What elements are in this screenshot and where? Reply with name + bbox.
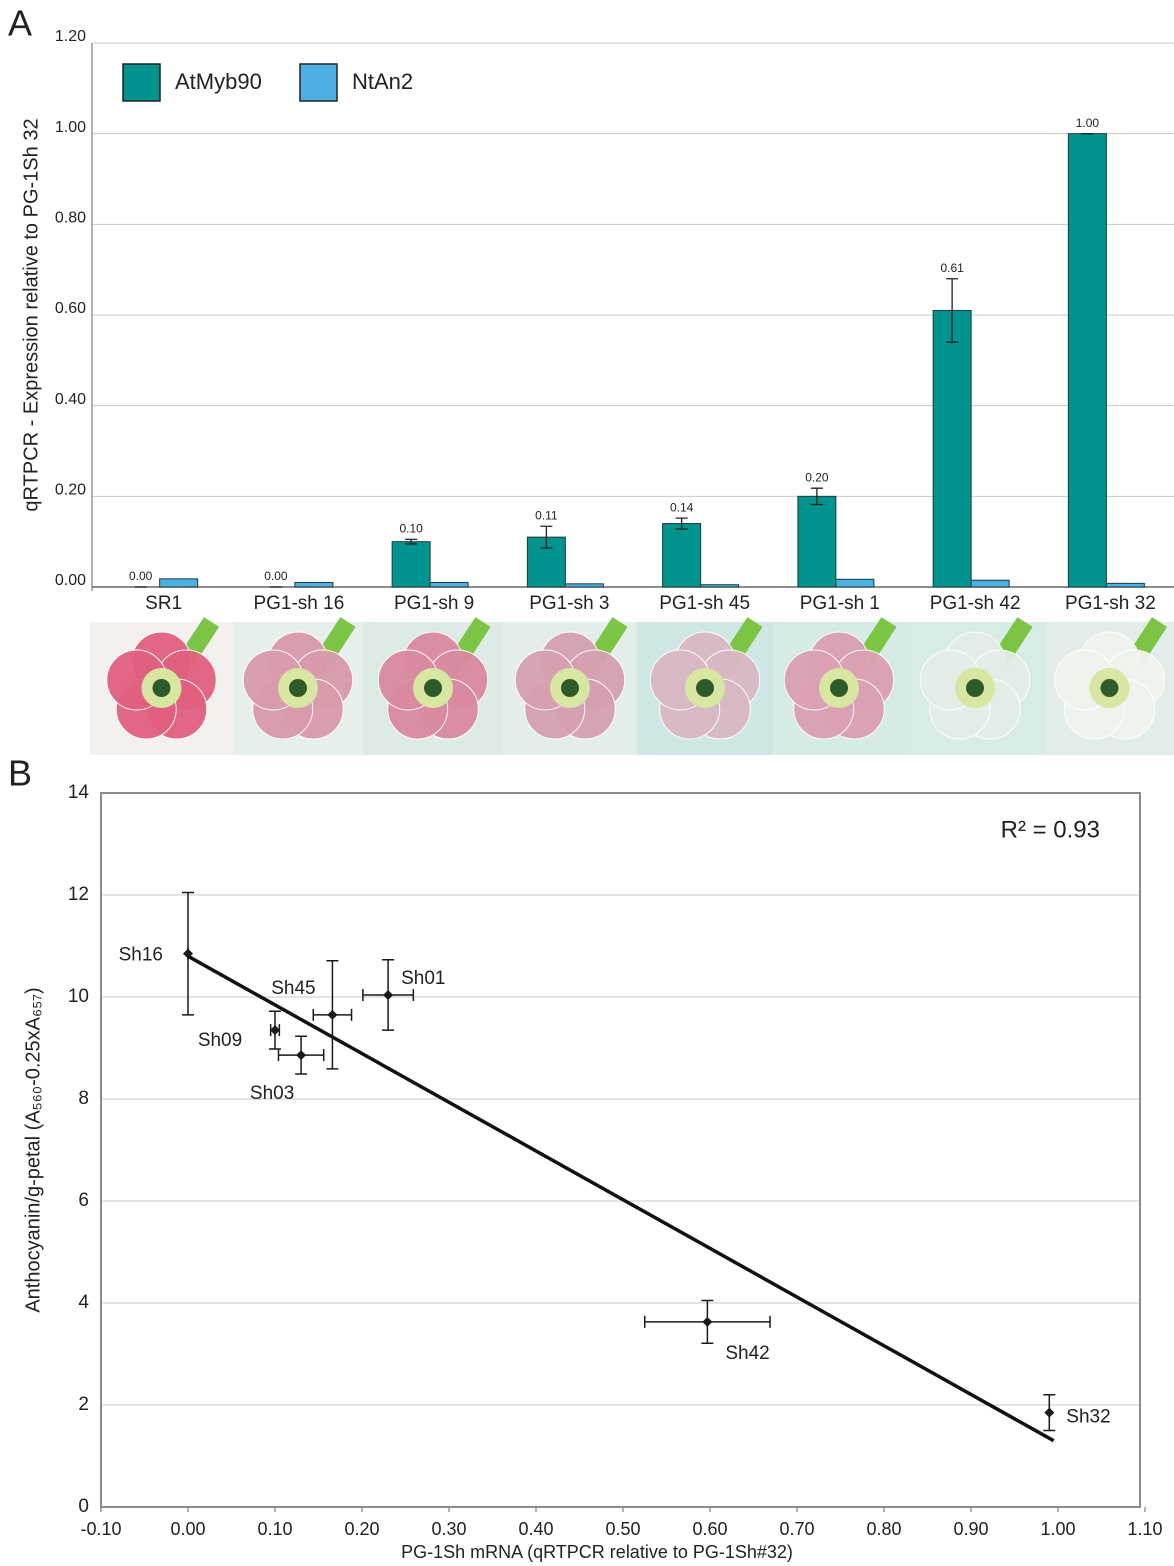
x-tick-label: 0.40 — [518, 1519, 553, 1539]
x-tick-label: 0.50 — [605, 1519, 640, 1539]
x-tick-label: 0.10 — [257, 1519, 292, 1539]
x-tick-label: 0.90 — [953, 1519, 988, 1539]
flower-eye — [830, 679, 848, 697]
point-label: Sh32 — [1066, 1407, 1110, 1428]
x-tick-label: PG1-sh 9 — [394, 593, 474, 614]
page: A B 0.00 0.20 0.40 0.60 0.80 1.00 1.20 qRTPCR -… — [0, 0, 1174, 1566]
x-tick-label: PG1-sh 1 — [800, 593, 880, 614]
trend-line — [188, 956, 1054, 1440]
point — [702, 1317, 712, 1327]
y-tick-label: 12 — [68, 884, 89, 905]
flower-eye — [561, 679, 579, 697]
x-axis-title: PG-1Sh mRNA (qRTPCR relative to PG-1Sh#3… — [401, 1542, 793, 1562]
flower-eye — [1101, 679, 1119, 697]
x-tick-label: 1.00 — [1040, 1519, 1075, 1539]
bar — [798, 496, 836, 587]
x-tick-label: 0.30 — [431, 1519, 466, 1539]
value-label: 0.10 — [399, 522, 423, 536]
x-tick-label: PG1-sh 32 — [1065, 593, 1156, 614]
y-tick-label: 0.80 — [55, 210, 86, 227]
figure: A B 0.00 0.20 0.40 0.60 0.80 1.00 1.20 qRTPCR -… — [0, 0, 1174, 1566]
value-label: 1.00 — [1076, 116, 1100, 130]
legend-label: AtMyb90 — [175, 69, 262, 94]
bar — [836, 579, 874, 587]
y-tick-label: 0.40 — [55, 391, 86, 408]
y-tick-label: 10 — [68, 986, 89, 1007]
value-label: 0.61 — [940, 261, 964, 275]
x-tick-label: -0.10 — [80, 1519, 121, 1539]
point-label: Sh42 — [725, 1343, 769, 1364]
point-label: Sh09 — [198, 1030, 242, 1051]
bar — [392, 542, 430, 587]
y-tick-label: 4 — [78, 1292, 89, 1313]
flower-eye — [289, 679, 307, 697]
flower-eye — [153, 679, 171, 697]
point-label: Sh16 — [119, 945, 163, 966]
x-tick-label: PG1-sh 42 — [930, 593, 1021, 614]
y-tick-label: 6 — [78, 1190, 89, 1211]
legend-label: NtAn2 — [352, 69, 413, 94]
bar — [701, 585, 739, 587]
y-tick-label: 0 — [78, 1496, 89, 1517]
x-tick-label: 0.70 — [779, 1519, 814, 1539]
legend-swatch — [123, 64, 160, 101]
y-tick-label: 1.00 — [55, 119, 86, 136]
y-axis-title: qRTPCR - Expression relative to PG-1Sh 3… — [20, 118, 42, 511]
flower-eye — [966, 679, 984, 697]
point — [383, 990, 393, 1000]
panel-letter: A — [8, 3, 32, 44]
point-label: Sh45 — [271, 978, 315, 999]
point — [270, 1025, 280, 1035]
y-tick-label: 0.00 — [55, 572, 86, 589]
annotation: R² = 0.93 — [1001, 816, 1100, 843]
bar — [1068, 134, 1106, 587]
bar — [430, 582, 468, 587]
y-tick-label: 8 — [78, 1088, 89, 1109]
bar — [933, 310, 971, 587]
value-label: 0.00 — [264, 569, 288, 583]
y-tick-label: 14 — [68, 782, 90, 803]
value-label: 0.11 — [535, 508, 558, 522]
point-label: Sh01 — [401, 968, 445, 989]
x-tick-label: PG1-sh 16 — [253, 593, 344, 614]
bar — [160, 579, 198, 587]
y-tick-label: 0.60 — [55, 300, 86, 317]
point — [327, 1010, 337, 1020]
x-tick-label: SR1 — [145, 593, 182, 614]
y-axis-title: Anthocyanin/g-petal (A₅₆₀-0.25xA₆₅₇) — [22, 987, 44, 1312]
value-label: 0.14 — [670, 500, 694, 514]
bar — [295, 582, 333, 587]
bar — [971, 580, 1009, 587]
point-label: Sh03 — [250, 1083, 294, 1104]
value-label: 0.20 — [805, 470, 829, 484]
x-tick-label: 1.10 — [1127, 1519, 1162, 1539]
flower-eye — [424, 679, 442, 697]
point — [1044, 1408, 1054, 1418]
bar — [663, 524, 701, 587]
legend-swatch — [300, 64, 337, 101]
y-tick-label: 0.20 — [55, 482, 86, 499]
x-tick-label: 0.80 — [866, 1519, 901, 1539]
y-tick-label: 2 — [78, 1394, 89, 1415]
y-tick-label: 1.20 — [55, 28, 86, 45]
x-tick-label: PG1-sh 3 — [529, 593, 609, 614]
value-label: 0.00 — [129, 569, 153, 583]
x-tick-label: 0.20 — [344, 1519, 379, 1539]
panel-letter: B — [8, 753, 32, 794]
flower-eye — [696, 679, 714, 697]
x-tick-label: PG1-sh 45 — [659, 593, 750, 614]
x-tick-label: 0.60 — [692, 1519, 727, 1539]
bar — [1106, 583, 1144, 587]
point — [296, 1050, 306, 1060]
bar — [565, 584, 603, 587]
x-tick-label: 0.00 — [170, 1519, 205, 1539]
flower-photos — [90, 622, 1174, 755]
